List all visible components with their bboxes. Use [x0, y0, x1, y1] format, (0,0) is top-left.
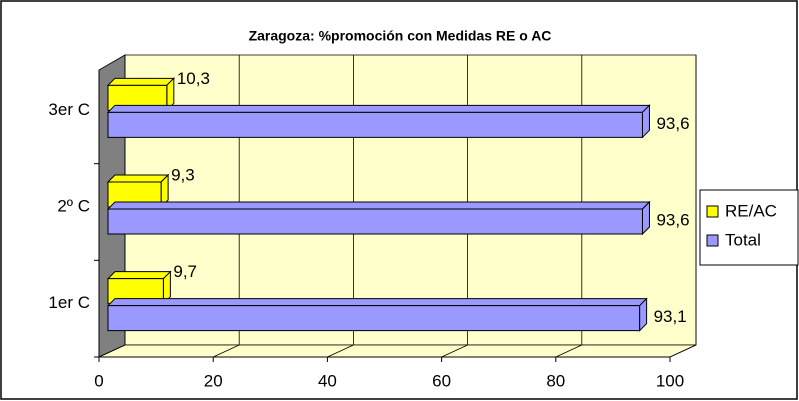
y-tick-label: 2º C: [57, 196, 90, 215]
floor: [98, 344, 697, 358]
bar-top: [106, 104, 651, 113]
bar: [106, 173, 170, 209]
bar: [106, 77, 176, 112]
x-tick-label: 0: [94, 371, 103, 390]
x-tick-label: 60: [432, 371, 451, 390]
legend-swatch: [706, 205, 719, 218]
chart-title: Zaragoza: %promoción con Medidas RE o AC: [249, 28, 552, 44]
x-tick-label: 100: [656, 371, 684, 390]
floor-grid-line: [98, 344, 126, 358]
bar-top: [106, 174, 170, 183]
bar-front: [107, 111, 643, 138]
legend-swatch: [706, 234, 719, 247]
bar-front: [107, 305, 641, 332]
x-tick-label: 40: [318, 371, 337, 390]
legend-label: Total: [725, 230, 761, 249]
bar-top: [106, 298, 648, 307]
value-label: 93,6: [656, 114, 689, 133]
floor-grid-line: [213, 344, 240, 358]
value-label: 9,3: [171, 165, 195, 184]
y-tick-label: 1er C: [48, 293, 90, 312]
floor-grid-line: [327, 344, 354, 358]
legend-label: RE/AC: [725, 201, 777, 220]
bar-top: [106, 271, 172, 280]
x-tick-label: 20: [204, 371, 223, 390]
floor-grid-line: [441, 344, 468, 358]
value-label: 9,7: [173, 262, 197, 281]
value-label: 10,3: [177, 69, 210, 88]
bar: [106, 297, 648, 332]
value-label: 93,1: [654, 307, 687, 326]
bar-top: [106, 77, 176, 86]
floor-grid-line: [555, 344, 582, 358]
legend-box: [699, 189, 799, 266]
x-tick-label: 80: [546, 371, 565, 390]
y-tick-label: 3er C: [48, 100, 90, 119]
floor-grid-line: [669, 344, 697, 358]
bar-top: [106, 201, 651, 210]
bar: [106, 104, 651, 139]
value-label: 93,6: [656, 210, 689, 229]
bar-front: [107, 208, 643, 235]
bar: [106, 270, 172, 305]
bar: [106, 200, 651, 236]
